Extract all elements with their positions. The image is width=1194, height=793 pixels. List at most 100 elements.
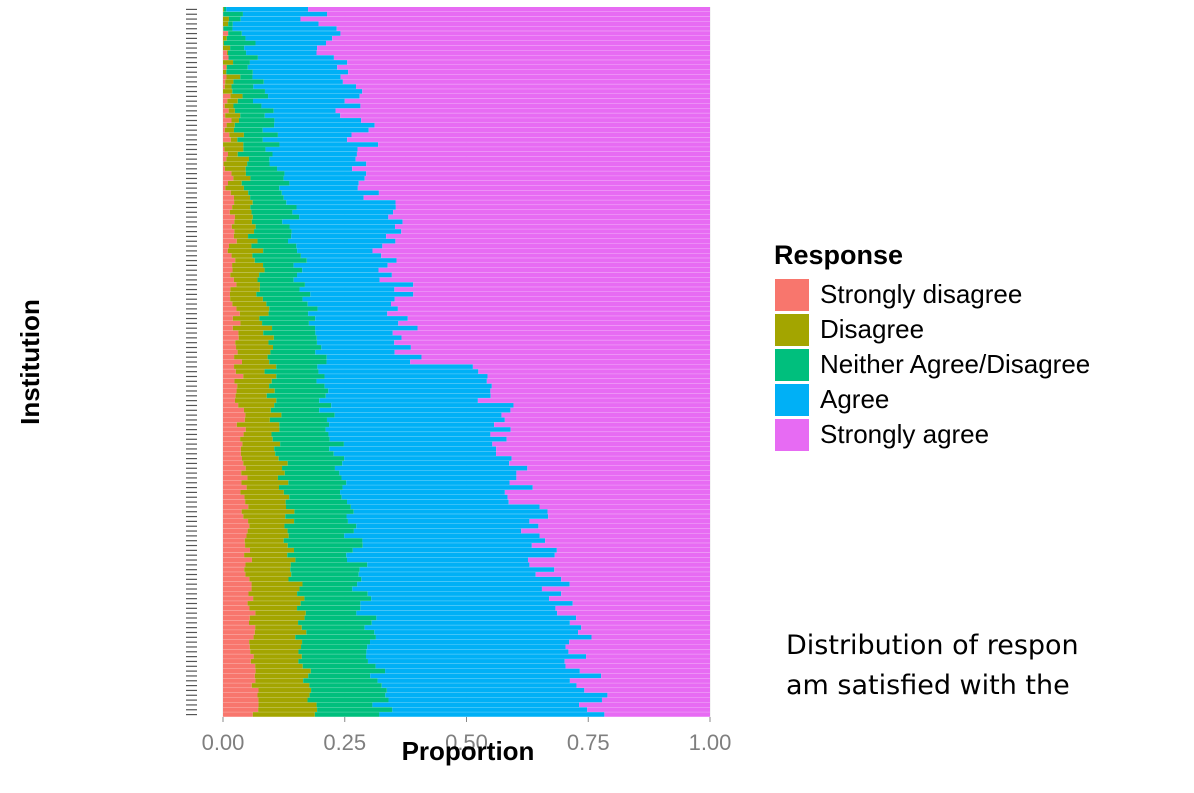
- bar-segment: [607, 692, 710, 698]
- bar-segment: [283, 538, 363, 544]
- bar-segment: [539, 533, 710, 539]
- legend-label: Strongly agree: [820, 419, 990, 449]
- bar-segment: [281, 190, 379, 196]
- bar-segment: [270, 407, 320, 413]
- bar-segment: [287, 543, 363, 548]
- bar-segment: [252, 712, 315, 717]
- bar-segment: [273, 108, 336, 114]
- bar-segment: [263, 248, 298, 254]
- bar-segment: [223, 509, 242, 515]
- y-axis-title: Institution: [15, 299, 45, 425]
- bar-segment: [395, 205, 710, 210]
- bar-segment: [318, 369, 479, 375]
- bar-segment: [371, 620, 570, 626]
- bar-segment: [496, 446, 710, 452]
- bar-segment: [223, 282, 237, 288]
- bar-segment: [223, 518, 249, 524]
- x-tick-label: 0.75: [567, 730, 610, 755]
- bar-segment: [601, 673, 710, 679]
- bar-segment: [225, 185, 244, 191]
- bar-segment: [223, 688, 259, 693]
- bar-segment: [280, 441, 344, 447]
- bar-segment: [288, 480, 347, 486]
- x-tick-label: 1.00: [689, 730, 732, 755]
- bar-segment: [337, 64, 710, 70]
- bar-segment: [252, 214, 300, 220]
- bar-segment: [572, 601, 710, 606]
- bar-segment: [279, 422, 330, 428]
- bar-segment: [388, 214, 710, 220]
- bar-segment: [268, 93, 360, 99]
- bar-segment: [360, 605, 556, 611]
- bar-segment: [324, 374, 488, 379]
- bar-segment: [223, 7, 224, 12]
- bar-segment: [223, 79, 226, 85]
- bar-segment: [386, 234, 710, 239]
- bar-segment: [242, 441, 281, 447]
- bar-segment: [358, 572, 536, 577]
- bar-segment: [223, 238, 237, 244]
- bar-segment: [241, 456, 279, 462]
- bar-segment: [223, 40, 224, 46]
- bar-segment: [228, 55, 258, 61]
- bar-segment: [233, 79, 264, 85]
- bar-segment: [223, 132, 230, 138]
- bar-segment: [344, 533, 540, 539]
- bar-segment: [251, 586, 300, 592]
- bar-segment: [223, 533, 247, 539]
- bar-segment: [223, 620, 250, 626]
- bar-segment: [421, 354, 710, 360]
- bar-segment: [413, 291, 710, 297]
- bar-segment: [223, 398, 235, 404]
- bar-segment: [254, 673, 309, 679]
- bar-segment: [394, 349, 710, 355]
- bar-segment: [223, 601, 248, 606]
- bar-segment: [324, 383, 492, 389]
- bar-segment: [245, 465, 283, 471]
- bar-segment: [284, 470, 340, 476]
- bar-segment: [249, 60, 348, 65]
- bar-segment: [274, 388, 329, 394]
- bar-segment: [223, 171, 232, 177]
- bar-segment: [490, 432, 710, 437]
- bar-segment: [286, 200, 396, 206]
- bar-segment: [244, 538, 284, 544]
- bar-segment: [245, 35, 333, 41]
- bar-segment: [223, 296, 231, 302]
- bar-segment: [347, 518, 530, 524]
- bar-segment: [223, 552, 245, 558]
- bar-segment: [223, 209, 230, 215]
- bar-segment: [310, 668, 386, 674]
- bar-segment: [223, 127, 225, 133]
- bar-segment: [271, 432, 329, 437]
- bar-segment: [362, 89, 710, 94]
- bar-segment: [344, 456, 512, 462]
- bar-segment: [250, 649, 299, 655]
- bar-segment: [366, 161, 710, 167]
- bar-segment: [272, 325, 316, 331]
- bar-segment: [361, 118, 710, 123]
- bar-segment: [391, 272, 710, 278]
- bar-segment: [229, 209, 252, 215]
- bar-segment: [277, 166, 353, 172]
- bar-segment: [352, 166, 710, 172]
- bar-segment: [223, 200, 235, 206]
- bar-segment: [223, 489, 241, 495]
- bar-segment: [262, 137, 348, 143]
- bar-segment: [507, 494, 710, 500]
- bar-segment: [223, 451, 241, 457]
- bar-segment: [223, 277, 234, 283]
- bar-segment: [331, 403, 514, 408]
- bar-segment: [565, 663, 710, 669]
- bar-segment: [223, 393, 236, 399]
- bar-segment: [261, 103, 361, 109]
- bar-segment: [223, 417, 245, 423]
- bar-segment: [244, 552, 288, 558]
- bar-segment: [234, 364, 277, 370]
- bar-segment: [368, 127, 710, 133]
- bar-segment: [496, 451, 710, 457]
- bar-segment: [226, 122, 235, 128]
- bar-segment: [478, 369, 710, 375]
- bar-segment: [253, 98, 345, 104]
- bar-segment: [511, 456, 710, 462]
